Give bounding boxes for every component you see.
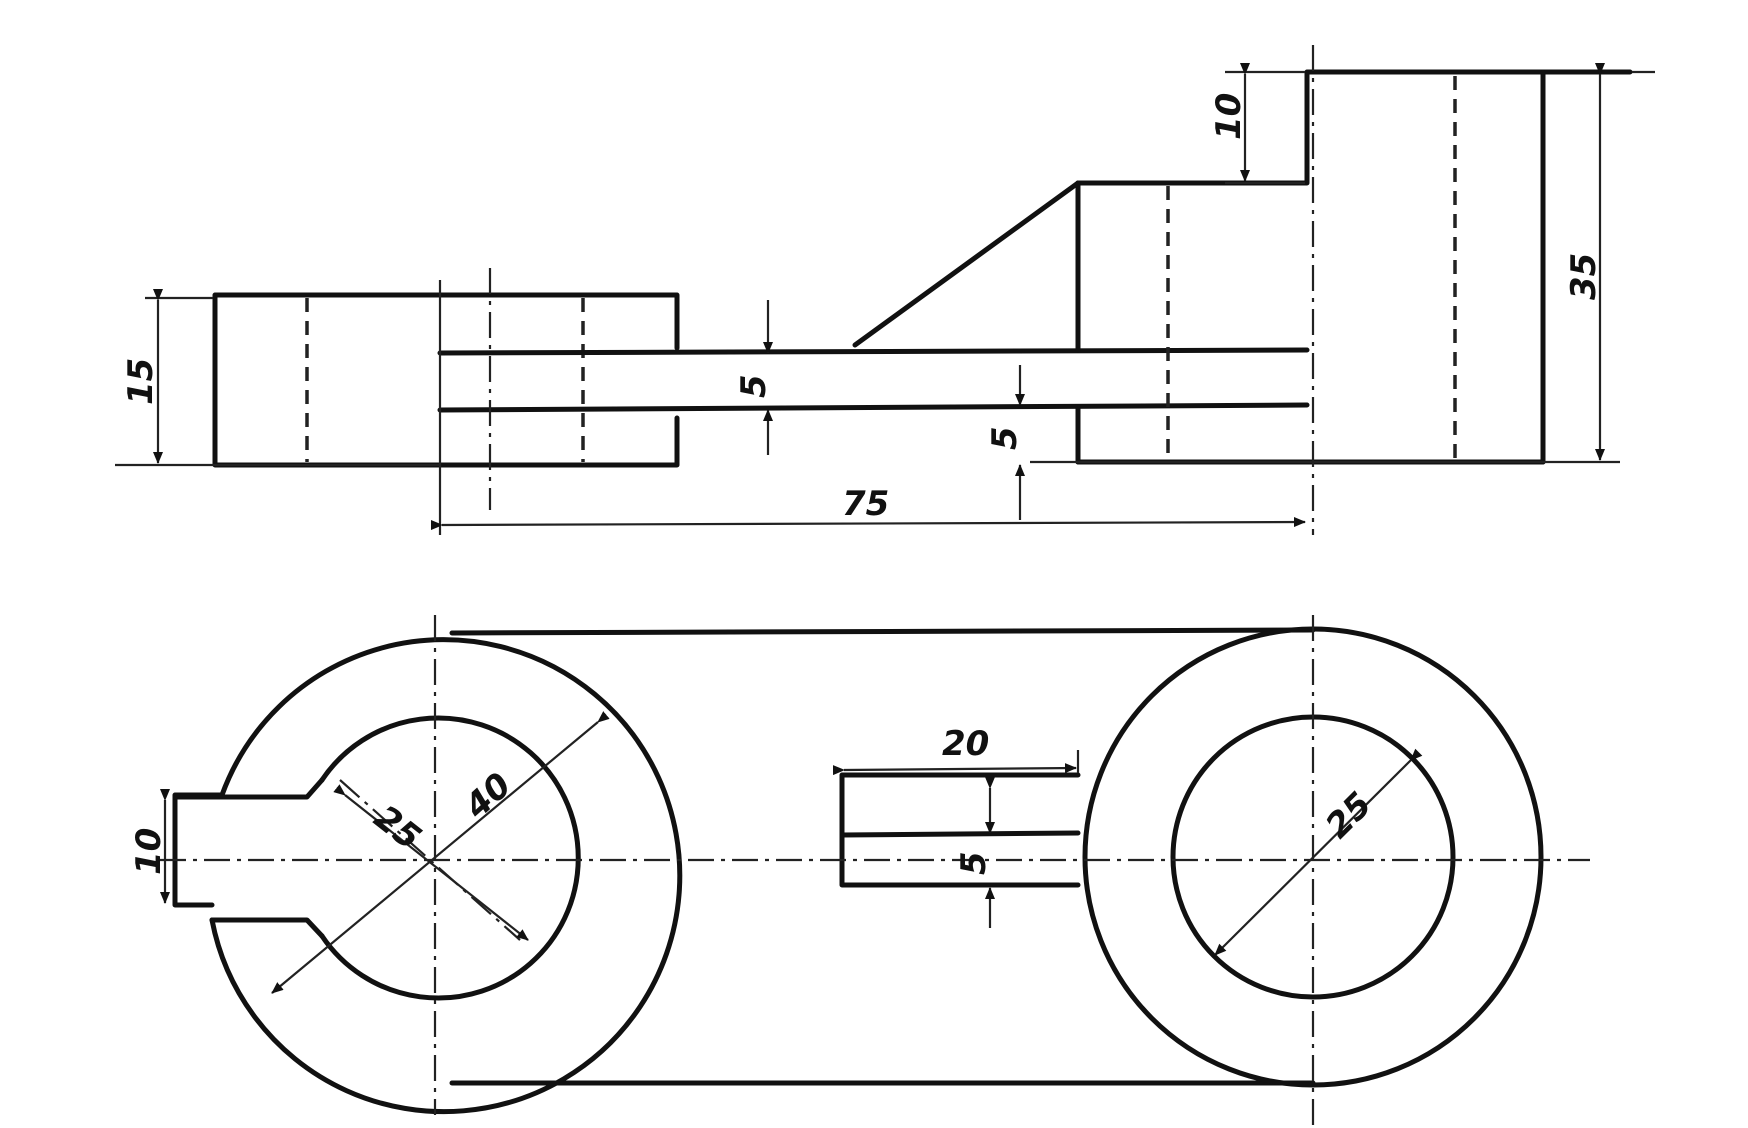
arm-upper-line (437, 347, 1310, 356)
dim-label-10-slot: 10 (129, 828, 169, 875)
rib-line (852, 180, 1081, 348)
top-view: 40 25 10 20 5 25 (129, 615, 1590, 1125)
dim-label-40: 40 (457, 765, 520, 827)
dim-label-5-center: 5 (954, 851, 994, 875)
right-boss-outline (1075, 69, 1633, 186)
dim-label-35: 35 (1564, 253, 1604, 300)
dim-label-25-right: 25 (1318, 785, 1380, 847)
dim-label-10-step: 10 (1209, 93, 1249, 140)
left-slot-outline (172, 792, 225, 908)
center-slot-mid (839, 830, 1081, 838)
left-boss-outer-circle (209, 637, 683, 1115)
dim-line-25-left (333, 784, 529, 941)
arm-lower-line (437, 402, 1310, 413)
dim-label-5-web: 5 (985, 426, 1025, 450)
dim-label-20: 20 (942, 724, 989, 764)
link-top-line (449, 627, 1316, 636)
dim-line-75 (430, 517, 1306, 531)
dim-label-75: 75 (842, 484, 889, 524)
dim-label-5-slot: 5 (734, 374, 774, 398)
dim-line-20 (832, 763, 1077, 776)
left-slot-inner-bottom (209, 917, 325, 939)
left-hole-circle (319, 715, 581, 1001)
dim-line-25-right (1214, 748, 1423, 956)
left-boss-outline (212, 292, 680, 468)
dim-label-15: 15 (121, 358, 161, 405)
front-view: 15 5 5 75 10 35 (115, 45, 1655, 535)
